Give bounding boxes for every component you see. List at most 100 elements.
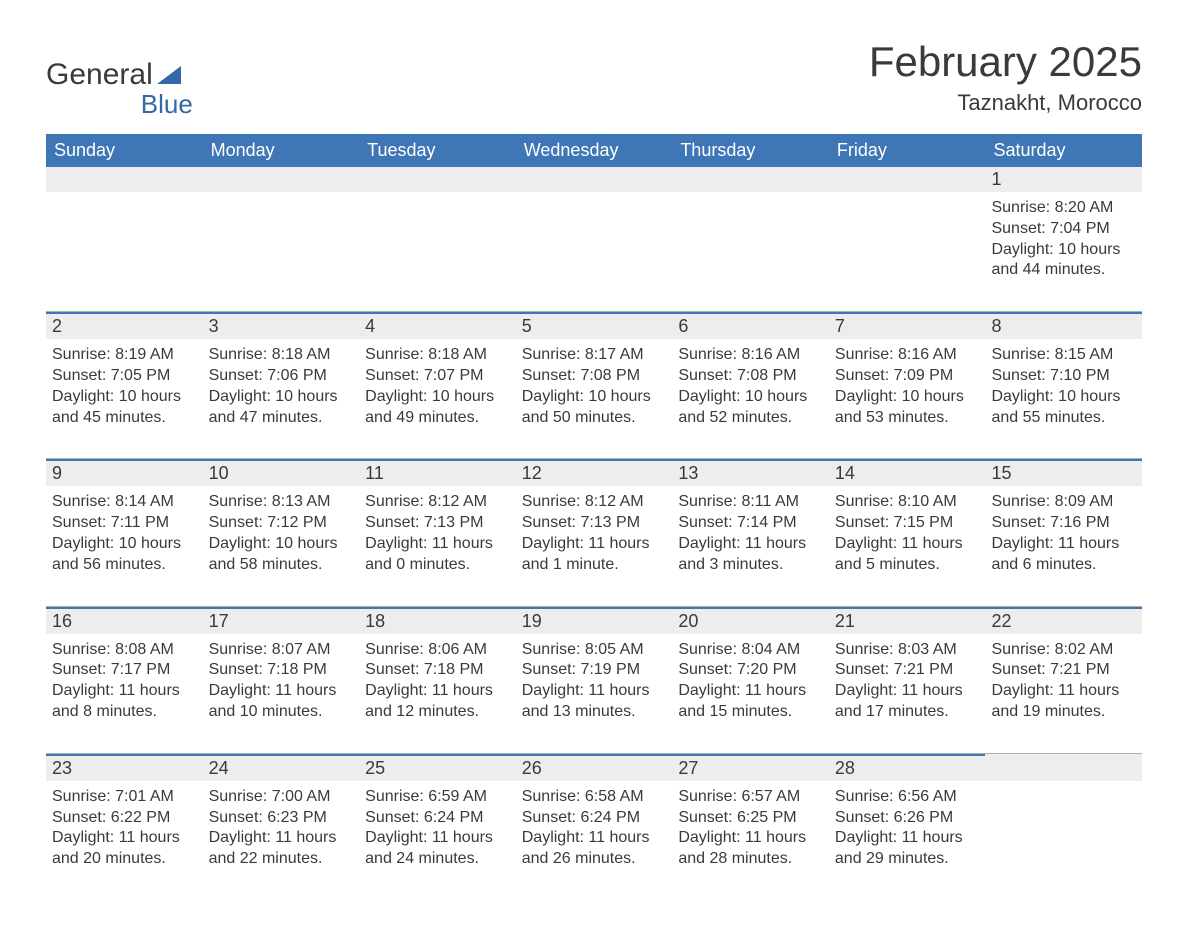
dow-header-sunday: Sunday — [46, 134, 203, 167]
day-number: 23 — [46, 754, 203, 781]
daylight-line: Daylight: 11 hours and 28 minutes. — [678, 828, 823, 870]
day-number — [516, 167, 673, 192]
sunrise-line: Sunrise: 8:18 AM — [209, 345, 354, 366]
day-cell: 25Sunrise: 6:59 AMSunset: 6:24 PMDayligh… — [359, 754, 516, 878]
daylight-line: Daylight: 11 hours and 15 minutes. — [678, 681, 823, 723]
day-cell-empty — [359, 167, 516, 289]
daylight-line: Daylight: 11 hours and 17 minutes. — [835, 681, 980, 723]
dow-header-saturday: Saturday — [985, 134, 1142, 167]
day-cell: 5Sunrise: 8:17 AMSunset: 7:08 PMDaylight… — [516, 312, 673, 436]
day-number: 15 — [985, 459, 1142, 486]
day-number: 1 — [985, 167, 1142, 192]
day-cell: 4Sunrise: 8:18 AMSunset: 7:07 PMDaylight… — [359, 312, 516, 436]
day-number — [985, 754, 1142, 781]
sunrise-line: Sunrise: 8:19 AM — [52, 345, 197, 366]
day-details: Sunrise: 8:11 AMSunset: 7:14 PMDaylight:… — [676, 492, 825, 575]
day-cell-empty — [46, 167, 203, 289]
daylight-line: Daylight: 10 hours and 45 minutes. — [52, 387, 197, 429]
month-title: February 2025 — [869, 40, 1142, 84]
day-cell: 1 Sunrise: 8:20 AMSunset: 7:04 PMDaylight… — [985, 167, 1142, 289]
day-cell: 28Sunrise: 6:56 AMSunset: 6:26 PMDayligh… — [829, 754, 986, 878]
sunset-line: Sunset: 7:11 PM — [52, 513, 197, 534]
sunrise-line: Sunrise: 8:12 AM — [522, 492, 667, 513]
page-header: General Blue February 2025 Taznakht, Mor… — [46, 40, 1142, 116]
sunrise-line: Sunrise: 8:07 AM — [209, 640, 354, 661]
day-cell: 6Sunrise: 8:16 AMSunset: 7:08 PMDaylight… — [672, 312, 829, 436]
day-cell: 24Sunrise: 7:00 AMSunset: 6:23 PMDayligh… — [203, 754, 360, 878]
day-number: 20 — [672, 607, 829, 634]
calendar-body: 1Sunrise: 8:20 AMSunset: 7:04 PMDaylight… — [46, 167, 1142, 878]
sunrise-line: Sunrise: 8:12 AM — [365, 492, 510, 513]
day-of-week-header-row: SundayMondayTuesdayWednesdayThursdayFrid… — [46, 134, 1142, 167]
daylight-line: Daylight: 11 hours and 24 minutes. — [365, 828, 510, 870]
day-details: Sunrise: 8:14 AMSunset: 7:11 PMDaylight:… — [50, 492, 199, 575]
sunset-line: Sunset: 7:05 PM — [52, 366, 197, 387]
sunrise-line: Sunrise: 8:14 AM — [52, 492, 197, 513]
day-number — [672, 167, 829, 192]
day-cell: 17Sunrise: 8:07 AMSunset: 7:18 PMDayligh… — [203, 607, 360, 731]
sunset-line: Sunset: 7:16 PM — [991, 513, 1136, 534]
day-details: Sunrise: 8:15 AMSunset: 7:10 PMDaylight:… — [989, 345, 1138, 428]
day-details: Sunrise: 8:12 AMSunset: 7:13 PMDaylight:… — [520, 492, 669, 575]
day-cell: 2 Sunrise: 8:19 AMSunset: 7:05 PMDaylight… — [46, 312, 203, 436]
daylight-line: Daylight: 10 hours and 55 minutes. — [991, 387, 1136, 429]
week-row: 9Sunrise: 8:14 AMSunset: 7:11 PMDaylight… — [46, 458, 1142, 583]
day-details: Sunrise: 8:17 AMSunset: 7:08 PMDaylight:… — [520, 345, 669, 428]
day-details: Sunrise: 8:10 AMSunset: 7:15 PMDaylight:… — [833, 492, 982, 575]
daylight-line: Daylight: 11 hours and 5 minutes. — [835, 534, 980, 576]
day-cell: 11 Sunrise: 8:12 AMSunset: 7:13 PMDayligh… — [359, 459, 516, 583]
dow-header-monday: Monday — [203, 134, 360, 167]
day-cell: 9Sunrise: 8:14 AMSunset: 7:11 PMDaylight… — [46, 459, 203, 583]
sunrise-line: Sunrise: 8:11 AM — [678, 492, 823, 513]
sunset-line: Sunset: 6:26 PM — [835, 808, 980, 829]
day-details: Sunrise: 8:20 AMSunset: 7:04 PMDaylight:… — [989, 198, 1138, 281]
sunset-line: Sunset: 7:04 PM — [991, 219, 1136, 240]
day-cell: 3Sunrise: 8:18 AMSunset: 7:06 PMDaylight… — [203, 312, 360, 436]
sunset-line: Sunset: 6:25 PM — [678, 808, 823, 829]
daylight-line: Daylight: 11 hours and 10 minutes. — [209, 681, 354, 723]
daylight-line: Daylight: 11 hours and 3 minutes. — [678, 534, 823, 576]
day-details: Sunrise: 8:13 AMSunset: 7:12 PMDaylight:… — [207, 492, 356, 575]
week-row: 2Sunrise: 8:19 AMSunset: 7:05 PMDaylight… — [46, 311, 1142, 436]
sunset-line: Sunset: 7:19 PM — [522, 660, 667, 681]
day-details: Sunrise: 8:02 AMSunset: 7:21 PMDaylight:… — [989, 640, 1138, 723]
sunrise-line: Sunrise: 8:20 AM — [991, 198, 1136, 219]
sunset-line: Sunset: 7:12 PM — [209, 513, 354, 534]
sunrise-line: Sunrise: 8:06 AM — [365, 640, 510, 661]
sunset-line: Sunset: 7:13 PM — [365, 513, 510, 534]
generalblue-logo: General Blue — [46, 40, 183, 92]
sunrise-line: Sunrise: 8:10 AM — [835, 492, 980, 513]
day-number: 11 — [359, 459, 516, 486]
daylight-line: Daylight: 11 hours and 6 minutes. — [991, 534, 1136, 576]
sunrise-line: Sunrise: 6:58 AM — [522, 787, 667, 808]
dow-header-tuesday: Tuesday — [359, 134, 516, 167]
day-number: 14 — [829, 459, 986, 486]
logo-sail-icon — [155, 64, 183, 86]
day-cell: 23Sunrise: 7:01 AMSunset: 6:22 PMDayligh… — [46, 754, 203, 878]
day-cell: 21Sunrise: 8:03 AMSunset: 7:21 PMDayligh… — [829, 607, 986, 731]
day-details: Sunrise: 8:08 AMSunset: 7:17 PMDaylight:… — [50, 640, 199, 723]
day-details: Sunrise: 8:09 AMSunset: 7:16 PMDaylight:… — [989, 492, 1138, 575]
day-details: Sunrise: 8:16 AMSunset: 7:09 PMDaylight:… — [833, 345, 982, 428]
day-details: Sunrise: 6:59 AMSunset: 6:24 PMDaylight:… — [363, 787, 512, 870]
day-number: 17 — [203, 607, 360, 634]
day-number: 26 — [516, 754, 673, 781]
sunset-line: Sunset: 7:07 PM — [365, 366, 510, 387]
sunset-line: Sunset: 6:24 PM — [522, 808, 667, 829]
week-row: 1 Sunrise: 8:20 AMSunset: 7:04 PMDaylight… — [46, 167, 1142, 289]
sunset-line: Sunset: 7:17 PM — [52, 660, 197, 681]
day-number: 24 — [203, 754, 360, 781]
daylight-line: Daylight: 11 hours and 12 minutes. — [365, 681, 510, 723]
day-number: 2 — [46, 312, 203, 339]
day-cell: 27Sunrise: 6:57 AMSunset: 6:25 PMDayligh… — [672, 754, 829, 878]
sunset-line: Sunset: 7:15 PM — [835, 513, 980, 534]
day-cell: 20Sunrise: 8:04 AMSunset: 7:20 PMDayligh… — [672, 607, 829, 731]
day-number — [203, 167, 360, 192]
day-number: 18 — [359, 607, 516, 634]
day-cell: 13Sunrise: 8:11 AMSunset: 7:14 PMDayligh… — [672, 459, 829, 583]
day-details: Sunrise: 8:12 AMSunset: 7:13 PMDaylight:… — [363, 492, 512, 575]
sunset-line: Sunset: 7:06 PM — [209, 366, 354, 387]
dow-header-wednesday: Wednesday — [516, 134, 673, 167]
sunrise-line: Sunrise: 6:57 AM — [678, 787, 823, 808]
day-details: Sunrise: 8:05 AMSunset: 7:19 PMDaylight:… — [520, 640, 669, 723]
